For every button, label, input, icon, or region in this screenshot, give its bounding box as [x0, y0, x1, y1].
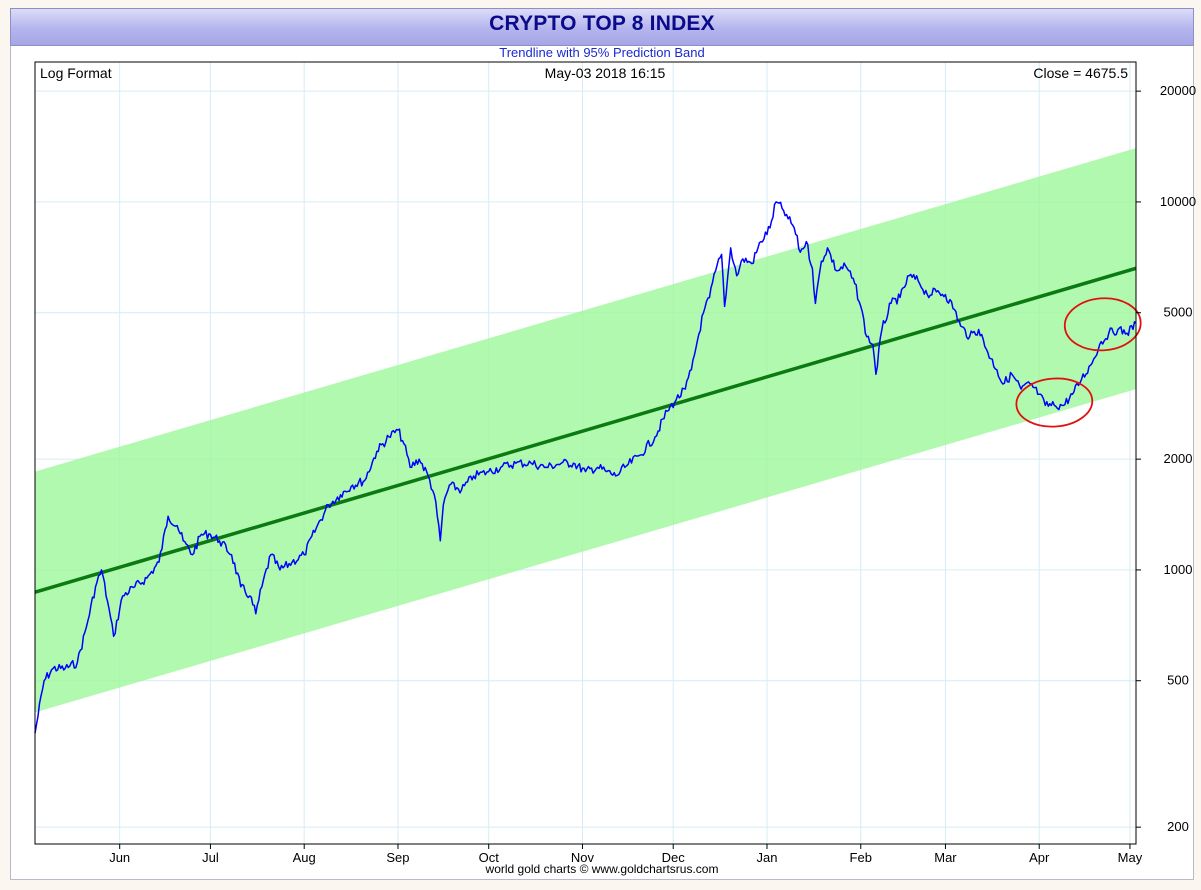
x-tick-label-9: Mar — [934, 850, 957, 865]
x-tick-label-8: Feb — [850, 850, 872, 865]
chart-subtitle: Trendline with 95% Prediction Band — [499, 45, 705, 60]
credit-text: world gold charts © www.goldchartsrus.co… — [485, 862, 719, 876]
x-tick-label-11: May — [1118, 850, 1143, 865]
price-line — [34, 201, 1137, 734]
y-tick-label-5: 10000 — [1160, 194, 1196, 209]
title-bar — [10, 8, 1194, 46]
x-tick-label-3: Sep — [386, 850, 409, 865]
chart-title: CRYPTO TOP 8 INDEX — [489, 12, 715, 35]
plot-border — [34, 61, 1137, 845]
x-tick-label-4: Oct — [479, 850, 500, 865]
x-tick-label-10: Apr — [1029, 850, 1050, 865]
trendline — [34, 266, 1137, 594]
y-tick-label-1: 500 — [1167, 673, 1189, 688]
close-label: Close = 4675.5 — [1033, 65, 1128, 81]
y-tick-label-3: 2000 — [1164, 451, 1193, 466]
y-tick-label-0: 200 — [1167, 819, 1189, 834]
x-tick-label-7: Jan — [756, 850, 777, 865]
timestamp-label: May-03 2018 16:15 — [544, 65, 666, 81]
annotation-ellipse-1 — [1063, 297, 1142, 352]
x-tick-label-5: Nov — [571, 850, 595, 865]
y-tick-label-2: 1000 — [1164, 562, 1193, 577]
y-tick-label-4: 5000 — [1164, 305, 1193, 320]
x-tick-label-2: Aug — [293, 850, 316, 865]
annotation-ellipse-0 — [1015, 377, 1094, 428]
scale-label: Log Format — [40, 65, 112, 81]
x-tick-label-1: Jul — [202, 850, 219, 865]
y-tick-label-6: 20000 — [1160, 83, 1196, 98]
x-tick-label-6: Dec — [662, 850, 686, 865]
x-tick-label-0: Jun — [109, 850, 130, 865]
